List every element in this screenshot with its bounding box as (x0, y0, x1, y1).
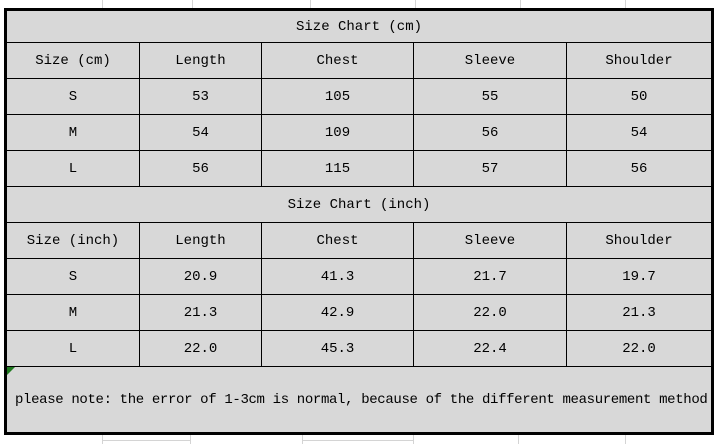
column-header: Size (inch) (6, 222, 140, 259)
table-cell: 50 (566, 78, 712, 115)
table-cell: 55 (413, 78, 567, 115)
sheet-gridline (520, 0, 521, 8)
table-row: M 21.3 42.9 22.0 21.3 (6, 294, 712, 331)
table-cell: 105 (261, 78, 414, 115)
table-row: M 54 109 56 54 (6, 114, 712, 151)
column-header: Length (139, 222, 262, 259)
table-cell: 54 (566, 114, 712, 151)
table-cell: S (6, 78, 140, 115)
table-cell: 22.0 (413, 294, 567, 331)
sheet-gridline (415, 0, 416, 8)
column-header: Sleeve (413, 42, 567, 79)
table-cell: 20.9 (139, 258, 262, 295)
table-cell: 54 (139, 114, 262, 151)
note-text: please note: the error of 1-3cm is norma… (15, 391, 708, 408)
sheet-gridline (518, 434, 519, 444)
table-cell: L (6, 150, 140, 187)
table-cell: 56 (139, 150, 262, 187)
table-cell: 21.7 (413, 258, 567, 295)
column-header: Length (139, 42, 262, 79)
sheet-gridline (102, 434, 103, 444)
table-row: L 56 115 57 56 (6, 150, 712, 187)
table-cell: 45.3 (261, 330, 414, 367)
column-header: Size (cm) (6, 42, 140, 79)
sheet-gridline (413, 434, 414, 444)
table-cell: L (6, 330, 140, 367)
table-row: Size (cm) Length Chest Sleeve Shoulder (6, 42, 712, 79)
table-title-inch: Size Chart (inch) (6, 186, 712, 223)
table-row: Size (inch) Length Chest Sleeve Shoulder (6, 222, 712, 259)
table-cell: 56 (413, 114, 567, 151)
note-cell: please note: the error of 1-3cm is norma… (6, 366, 712, 433)
column-header: Chest (261, 222, 414, 259)
table-cell: 53 (139, 78, 262, 115)
column-header: Shoulder (566, 42, 712, 79)
column-header: Shoulder (566, 222, 712, 259)
sheet-gridline (302, 434, 303, 444)
table-cell: 22.4 (413, 330, 567, 367)
table-cell: 56 (566, 150, 712, 187)
table-cell: M (6, 294, 140, 331)
sheet-gridline (102, 0, 103, 8)
cell-corner-marker-icon (7, 367, 15, 375)
sheet-gridline (302, 440, 414, 441)
table-row: S 20.9 41.3 21.7 19.7 (6, 258, 712, 295)
table-row: Size Chart (inch) (6, 186, 712, 223)
sheet-gridline (102, 440, 191, 441)
column-header: Sleeve (413, 222, 567, 259)
sheet-gridline (310, 0, 311, 8)
table-row: S 53 105 55 50 (6, 78, 712, 115)
sheet-gridline (625, 0, 626, 8)
table-cell: 41.3 (261, 258, 414, 295)
table-cell: 109 (261, 114, 414, 151)
table-title-cm: Size Chart (cm) (6, 10, 712, 43)
sheet-gridline (625, 434, 626, 444)
table-cell: 22.0 (139, 330, 262, 367)
table-cell: 22.0 (566, 330, 712, 367)
size-chart-table: Size Chart (cm) Size (cm) Length Chest S… (4, 8, 714, 435)
table-cell: 115 (261, 150, 414, 187)
sheet-gridline (190, 434, 191, 444)
table-cell: M (6, 114, 140, 151)
table-row: Size Chart (cm) (6, 10, 712, 43)
column-header: Chest (261, 42, 414, 79)
table-cell: 21.3 (566, 294, 712, 331)
table-cell: 21.3 (139, 294, 262, 331)
table-cell: 57 (413, 150, 567, 187)
table-cell: 19.7 (566, 258, 712, 295)
table-cell: S (6, 258, 140, 295)
table-cell: 42.9 (261, 294, 414, 331)
table-row: please note: the error of 1-3cm is norma… (6, 366, 712, 433)
table-row: L 22.0 45.3 22.4 22.0 (6, 330, 712, 367)
sheet-gridline (192, 0, 193, 8)
